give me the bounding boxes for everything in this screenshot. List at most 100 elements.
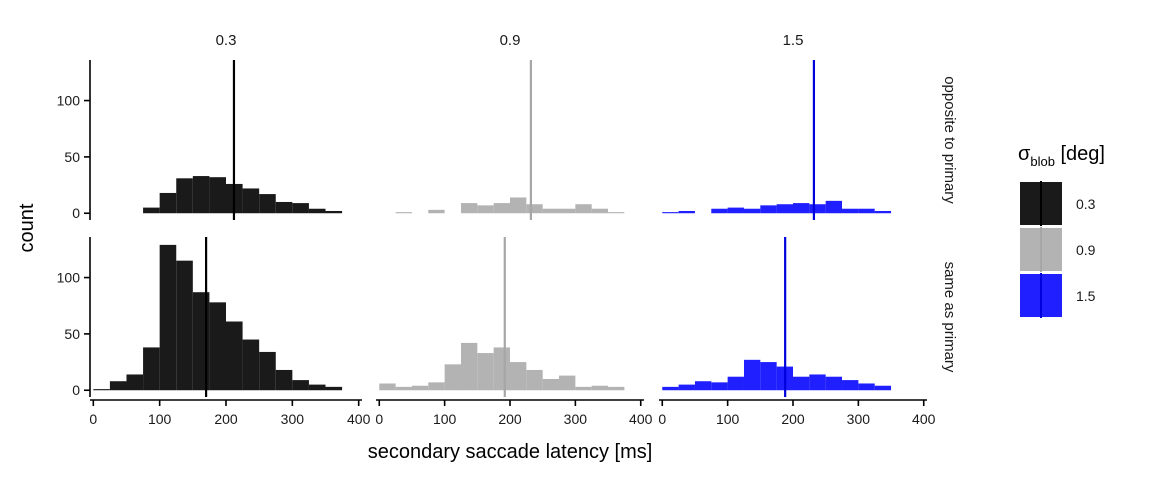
- histogram-bar: [93, 389, 110, 391]
- histogram-bar: [662, 386, 679, 391]
- x-tick-label: 300: [281, 411, 305, 427]
- histogram-bar: [460, 342, 478, 391]
- histogram-bar: [825, 200, 843, 214]
- legend-key: 0.9: [1020, 227, 1096, 272]
- y-tick-label: 50: [64, 326, 80, 342]
- y-tick-label: 0: [72, 205, 80, 221]
- strip-label-column: 1.5: [783, 32, 804, 49]
- x-tick-label: 300: [847, 411, 871, 427]
- facet-panel: [395, 60, 625, 220]
- histogram-bar: [526, 204, 543, 214]
- legend-title-suffix: [deg]: [1055, 143, 1105, 165]
- histogram-bar: [542, 378, 560, 391]
- histogram-bar: [858, 383, 875, 391]
- legend-key: 0.3: [1020, 181, 1096, 226]
- histogram-bar: [259, 351, 276, 391]
- x-tick-label: 200: [214, 411, 238, 427]
- legend-title-subscript: blob: [1030, 154, 1055, 169]
- histogram-bar: [395, 386, 412, 391]
- histogram-bar: [209, 302, 226, 391]
- histogram-bar: [292, 380, 309, 391]
- strip-label-row: same as primary: [941, 262, 958, 373]
- facet-panel: [143, 60, 343, 220]
- histogram-bar: [192, 176, 210, 214]
- histogram-bar: [226, 321, 243, 391]
- histogram-bar: [109, 381, 127, 391]
- histogram-bar: [743, 208, 761, 214]
- histogram-bar: [559, 375, 576, 391]
- histogram-bar: [711, 382, 728, 391]
- x-tick-label: 0: [89, 411, 97, 427]
- x-tick-label: 200: [781, 411, 805, 427]
- x-tick-label: 100: [148, 411, 172, 427]
- histogram-bar: [325, 210, 343, 214]
- facet-panel: [379, 237, 625, 397]
- histogram-bar: [678, 210, 695, 214]
- legend-label: 1.5: [1076, 288, 1096, 304]
- histogram-bar: [510, 197, 527, 214]
- histogram-bar: [275, 369, 293, 391]
- histogram-bar: [143, 207, 160, 214]
- histogram-bar: [275, 201, 293, 214]
- y-tick-label: 0: [72, 382, 80, 398]
- x-tick-label: 400: [347, 411, 371, 427]
- x-tick-label: 0: [375, 411, 383, 427]
- histogram-bar: [760, 362, 777, 391]
- legend-key: 1.5: [1020, 273, 1096, 318]
- histogram-bar: [176, 178, 193, 214]
- histogram-bar: [493, 347, 510, 391]
- facet-panel: [662, 60, 892, 220]
- histogram-bar: [727, 376, 744, 391]
- legend-title-symbol: σ: [1018, 143, 1031, 165]
- histogram-bar: [678, 384, 695, 391]
- legend-keys: 0.3 0.9 1.5: [1020, 181, 1096, 318]
- histogram-bar: [760, 205, 777, 214]
- y-tick-label: 50: [64, 149, 80, 165]
- facet-panel: [93, 237, 343, 397]
- histogram-bar: [159, 244, 177, 391]
- x-tick-label: 400: [912, 411, 936, 427]
- strip-label-column: 0.9: [500, 32, 521, 49]
- legend-label: 0.3: [1076, 196, 1096, 212]
- histogram-bar: [209, 177, 226, 214]
- histogram-bar: [428, 382, 445, 391]
- x-tick-label: 300: [564, 411, 588, 427]
- legend-label: 0.9: [1076, 242, 1096, 258]
- histogram-bar: [308, 384, 326, 391]
- histogram-bar: [159, 192, 177, 214]
- histogram-bar: [460, 203, 478, 214]
- histogram-bar: [493, 203, 510, 214]
- histogram-bar: [694, 381, 712, 391]
- histogram-bar: [411, 385, 429, 391]
- histogram-bar: [575, 204, 592, 214]
- histogram-bar: [711, 208, 728, 214]
- histogram-bar: [395, 212, 412, 214]
- legend: σblob [deg] 0.3 0.9 1.5: [1018, 143, 1105, 318]
- histogram-bar: [874, 210, 892, 214]
- histogram-bar: [608, 386, 625, 391]
- y-axis-title: count: [16, 203, 38, 252]
- histogram-bar: [793, 203, 810, 214]
- facet-panels: [93, 60, 892, 397]
- histogram-bar: [308, 208, 326, 214]
- histogram-bar: [292, 203, 309, 214]
- histogram-bar: [526, 369, 543, 391]
- histogram-bar: [259, 194, 276, 214]
- histogram-bar: [242, 188, 260, 214]
- x-tick-label: 0: [658, 411, 666, 427]
- histogram-bar: [143, 347, 160, 391]
- strip-label-column: 0.3: [216, 32, 237, 49]
- histogram-bar: [858, 208, 875, 214]
- histogram-bar: [242, 339, 260, 391]
- x-tick-label: 400: [629, 411, 653, 427]
- facet-strips: 0.3 0.9 1.5 opposite to primary same as prim…: [216, 32, 958, 373]
- histogram-bar: [325, 386, 343, 391]
- histogram-bar: [874, 385, 892, 391]
- strip-label-row: opposite to primary: [941, 76, 958, 204]
- histogram-bar: [477, 353, 494, 391]
- histogram-bar: [126, 374, 144, 391]
- histogram-bar: [743, 359, 761, 391]
- histogram-bar: [825, 376, 843, 391]
